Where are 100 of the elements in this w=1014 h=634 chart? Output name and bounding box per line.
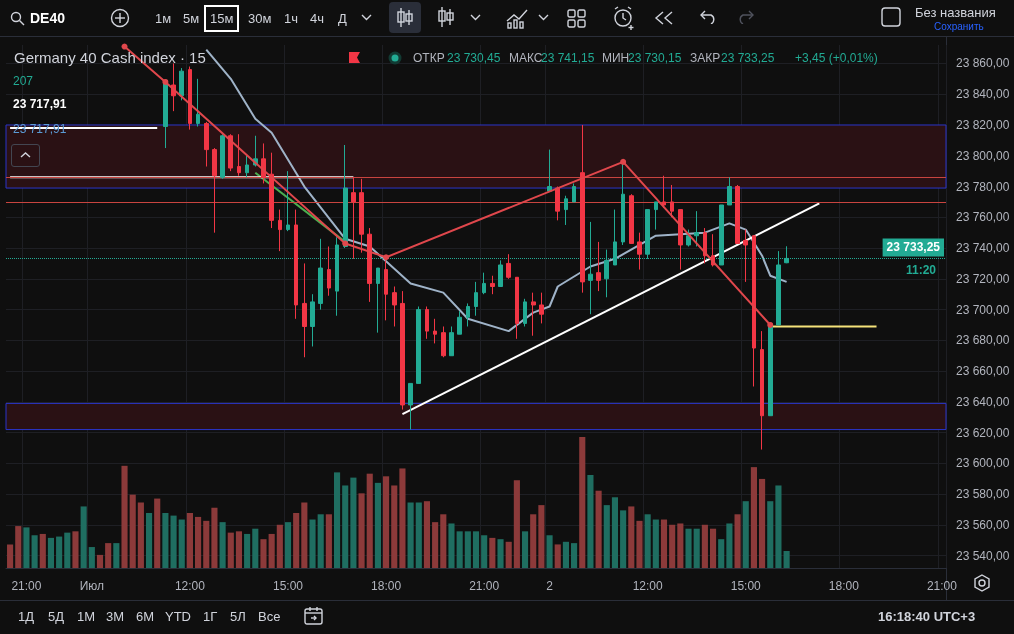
bar (252, 528, 259, 568)
candlestick (572, 182, 576, 203)
bar (284, 522, 292, 568)
x-tick-label: Июл (79, 579, 105, 593)
candlestick (662, 175, 666, 209)
bar (571, 543, 578, 568)
x-tick-label: 12:00 (174, 579, 206, 593)
bar (105, 543, 112, 568)
bar (693, 528, 700, 568)
candlestick (408, 382, 413, 431)
text: Сохранить (934, 21, 984, 32)
chart-title: Germany 40 Cash index · 15 (14, 49, 206, 66)
x-tick-label: 15:00 (730, 579, 762, 593)
bar (268, 533, 275, 568)
candlestick (743, 229, 748, 283)
bar (726, 523, 733, 568)
text: 1Г (203, 609, 218, 624)
y-tick-label: 23 560,00 (956, 517, 1010, 532)
bar (219, 522, 226, 568)
point (342, 240, 349, 247)
candlestick (294, 209, 298, 320)
text: 3М (106, 609, 125, 624)
candlestick (269, 152, 274, 229)
line-series (205, 48, 788, 333)
annotation: МАКС (509, 51, 543, 65)
bar (162, 512, 169, 568)
candlestick (245, 155, 249, 178)
candlestick (343, 144, 348, 249)
y-tick-label: 23 620,00 (956, 425, 1010, 440)
bar (195, 516, 202, 568)
x-tick-label: 18:00 (371, 579, 402, 593)
bar (440, 514, 447, 568)
bar (472, 531, 480, 568)
bar (317, 514, 324, 568)
bar (521, 531, 529, 568)
point (767, 321, 774, 328)
bar (72, 531, 79, 568)
candlestick (228, 133, 233, 172)
text: 30м (248, 11, 272, 26)
bar (734, 514, 741, 568)
bar (481, 535, 488, 568)
bar (513, 480, 520, 568)
bar (587, 474, 594, 568)
candlestick (310, 293, 315, 347)
bar (342, 485, 349, 568)
candlestick (302, 262, 307, 358)
candlestick (580, 124, 585, 294)
y-tick-label: 23 800,00 (956, 148, 1010, 163)
candlestick (482, 272, 486, 295)
candlestick (237, 133, 241, 177)
bar (546, 535, 553, 568)
candlestick (515, 276, 519, 340)
bar (391, 485, 398, 568)
bar (644, 514, 651, 568)
bar (636, 520, 643, 568)
text: 5м (183, 11, 200, 26)
candlestick (441, 326, 446, 358)
bar (538, 505, 545, 568)
candlestick (547, 149, 552, 192)
y-tick-label: 23 700,00 (956, 302, 1010, 317)
bar (145, 512, 153, 568)
bar (211, 507, 218, 568)
candlestick (278, 209, 282, 252)
bar (358, 493, 365, 568)
bar (301, 502, 308, 568)
candlestick (220, 133, 225, 180)
bar (652, 519, 659, 568)
y-tick-label: 23 660,00 (956, 364, 1010, 379)
bar (464, 531, 471, 568)
bar (235, 531, 243, 568)
candlestick (727, 176, 732, 206)
bar (611, 497, 619, 568)
bar (227, 532, 234, 568)
candlestick (686, 229, 691, 248)
bar (783, 550, 790, 568)
candlestick (760, 330, 764, 451)
y-tick-label: 23 580,00 (956, 487, 1010, 502)
bar (669, 524, 676, 568)
bar (554, 544, 561, 568)
bar (64, 532, 71, 568)
y-tick-label: 23 540,00 (956, 548, 1010, 563)
candlestick (735, 184, 740, 244)
point (620, 158, 627, 165)
annotation: +3,45 (+0,01%) (795, 51, 878, 65)
x-tick-label: 21:00 (469, 579, 500, 593)
annotation: ОТКР (413, 51, 445, 65)
annotation: 207 (13, 74, 34, 88)
text: 1м (155, 11, 172, 26)
candlestick (752, 235, 756, 387)
candlestick (555, 186, 560, 221)
bar (432, 522, 439, 568)
candlestick (539, 292, 544, 324)
text: 5Л (230, 609, 246, 624)
bar (677, 523, 684, 568)
text: DE40 (30, 10, 66, 26)
x-tick-label: 21:00 (926, 579, 958, 593)
bar (489, 537, 496, 568)
bar (244, 533, 251, 568)
bar (579, 437, 586, 568)
y-tick-label: 23 760,00 (956, 210, 1010, 225)
